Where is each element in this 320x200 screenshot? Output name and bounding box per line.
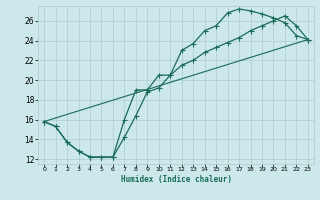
X-axis label: Humidex (Indice chaleur): Humidex (Indice chaleur): [121, 175, 231, 184]
